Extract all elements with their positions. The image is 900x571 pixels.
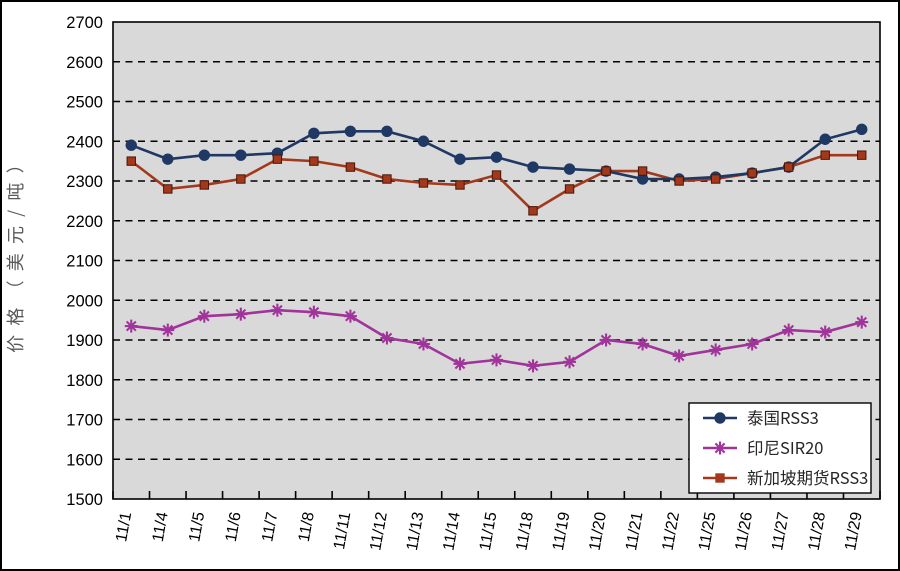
- svg-text:印尼SIR20: 印尼SIR20: [747, 435, 823, 459]
- svg-text:价格（美元/吨）: 价格（美元/吨）: [2, 146, 28, 353]
- svg-text:1700: 1700: [66, 412, 103, 430]
- svg-text:2500: 2500: [66, 94, 103, 112]
- svg-text:11/6: 11/6: [223, 511, 245, 544]
- svg-text:11/28: 11/28: [806, 511, 830, 552]
- svg-text:11/4: 11/4: [150, 511, 172, 544]
- svg-text:11/22: 11/22: [660, 511, 684, 552]
- svg-text:11/14: 11/14: [440, 511, 464, 552]
- svg-text:2200: 2200: [66, 213, 103, 231]
- svg-text:2600: 2600: [66, 54, 103, 72]
- svg-text:11/8: 11/8: [296, 511, 318, 544]
- svg-text:11/5: 11/5: [186, 511, 208, 544]
- svg-text:1600: 1600: [66, 451, 103, 469]
- svg-text:11/27: 11/27: [769, 511, 793, 552]
- svg-text:2400: 2400: [66, 133, 103, 151]
- svg-text:11/13: 11/13: [404, 511, 428, 552]
- svg-text:1500: 1500: [66, 491, 103, 509]
- svg-text:11/26: 11/26: [733, 511, 757, 552]
- svg-text:11/25: 11/25: [696, 511, 720, 552]
- svg-text:11/1: 11/1: [113, 511, 135, 544]
- svg-text:2700: 2700: [66, 14, 103, 32]
- svg-text:11/18: 11/18: [513, 511, 537, 552]
- svg-text:1800: 1800: [66, 372, 103, 390]
- svg-text:11/19: 11/19: [550, 511, 574, 552]
- svg-text:1900: 1900: [66, 332, 103, 350]
- svg-text:11/7: 11/7: [259, 511, 281, 544]
- svg-text:2100: 2100: [66, 253, 103, 271]
- svg-text:11/11: 11/11: [331, 511, 354, 551]
- svg-text:2300: 2300: [66, 173, 103, 191]
- svg-text:泰国RSS3: 泰国RSS3: [747, 405, 819, 429]
- svg-text:新加坡期货RSS3: 新加坡期货RSS3: [747, 465, 868, 489]
- svg-text:11/29: 11/29: [842, 511, 866, 552]
- svg-text:11/15: 11/15: [477, 511, 501, 552]
- svg-text:11/12: 11/12: [367, 511, 391, 552]
- svg-text:11/21: 11/21: [623, 511, 647, 552]
- svg-text:2000: 2000: [66, 292, 103, 310]
- svg-text:11/20: 11/20: [587, 511, 611, 552]
